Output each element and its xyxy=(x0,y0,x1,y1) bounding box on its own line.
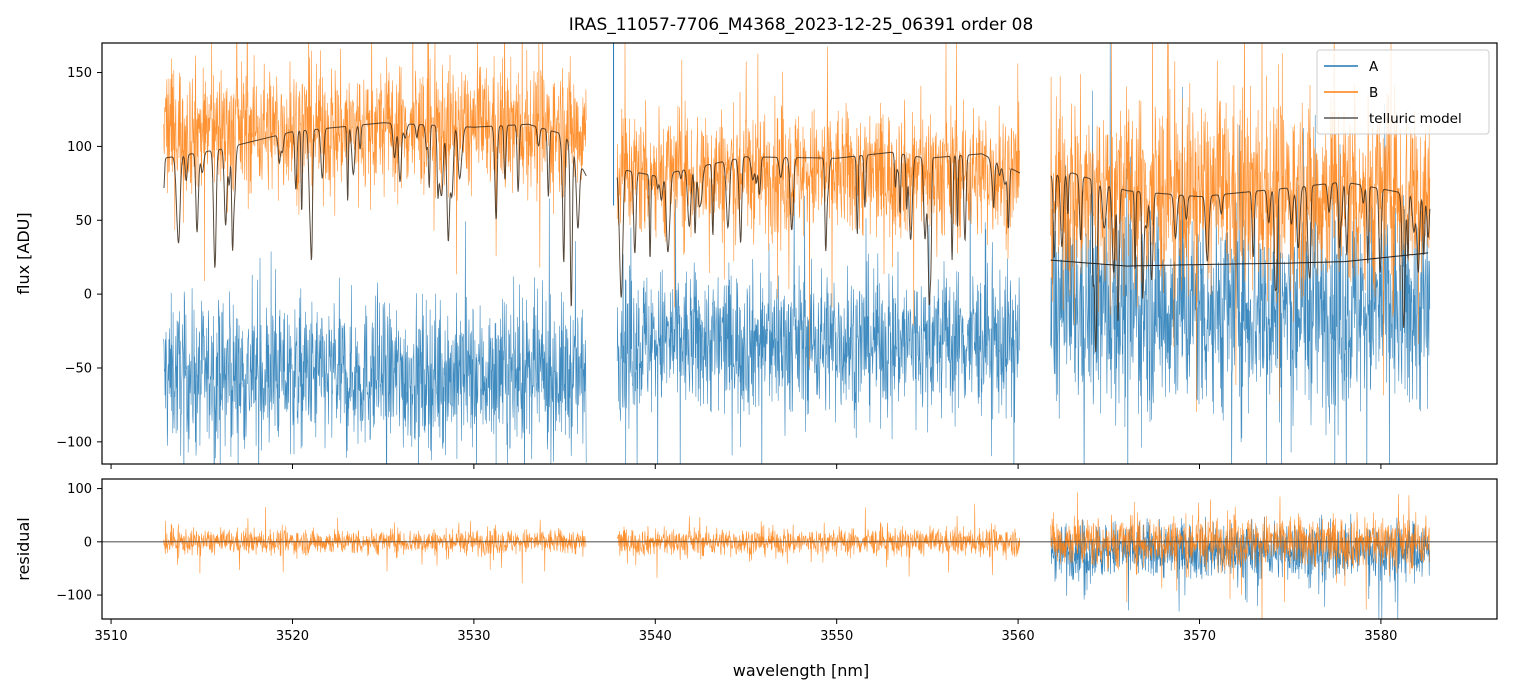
residual-plot-area xyxy=(102,492,1497,619)
main-y-tick-label: 50 xyxy=(75,214,92,229)
main-y-tick-label: 0 xyxy=(84,288,92,303)
residual-x-tick-label: 3510 xyxy=(95,629,128,644)
main-y-axis-label: flux [ADU] xyxy=(14,212,33,294)
chart-title: IRAS_11057-7706_M4368_2023-12-25_06391 o… xyxy=(569,15,1034,35)
residual-x-tick-label: 3580 xyxy=(1364,629,1397,644)
series-a-line xyxy=(1050,43,1431,464)
residual-x-tick-label: 3530 xyxy=(457,629,490,644)
residual-x-tick-label: 3570 xyxy=(1183,629,1216,644)
legend-label-a: A xyxy=(1369,59,1379,75)
main-plot-area xyxy=(163,43,1431,464)
residual-b-line xyxy=(163,506,587,584)
residual-axes-frame xyxy=(101,478,1498,620)
main-y-tick-label: 150 xyxy=(67,66,92,81)
main-y-tick-label: −50 xyxy=(65,361,92,376)
legend: A B telluric model xyxy=(1316,49,1490,135)
main-y-tick-label: −100 xyxy=(56,435,92,450)
legend-label-telluric: telluric model xyxy=(1369,111,1462,127)
residual-y-tick-label: −100 xyxy=(56,589,92,604)
x-axis-label: wavelength [nm] xyxy=(733,661,870,680)
residual-x-tick-label: 3560 xyxy=(1002,629,1035,644)
telluric-baseline-line xyxy=(1050,252,1429,267)
residual-y-tick-label: 0 xyxy=(84,535,92,550)
main-y-tick-label: 100 xyxy=(67,140,92,155)
residual-x-tick-label: 3540 xyxy=(639,629,672,644)
main-axes-frame xyxy=(101,42,1498,465)
residual-x-tick-label: 3550 xyxy=(820,629,853,644)
main-y-axis: −100 −50 0 50 100 150 xyxy=(56,66,102,450)
series-a-line xyxy=(616,146,1021,464)
residual-x-axis: 3510 3520 3530 3540 3550 3560 3570 3580 xyxy=(95,619,1397,644)
residual-y-axis: −100 0 100 xyxy=(56,482,102,604)
series-a-line xyxy=(163,198,587,464)
series-b-line xyxy=(163,43,587,282)
residual-y-axis-label: residual xyxy=(14,517,33,580)
residual-y-tick-label: 100 xyxy=(67,482,92,497)
telluric-model-line xyxy=(1050,172,1431,353)
series-b-line xyxy=(616,43,1021,368)
residual-b-line xyxy=(1050,492,1431,619)
telluric-model-line xyxy=(163,122,587,307)
residual-b-line xyxy=(616,503,1021,578)
legend-box xyxy=(1316,49,1490,135)
legend-label-b: B xyxy=(1369,85,1378,101)
residual-x-tick-label: 3520 xyxy=(276,629,309,644)
main-x-axis xyxy=(110,464,1382,469)
telluric-model-line xyxy=(616,151,1021,306)
